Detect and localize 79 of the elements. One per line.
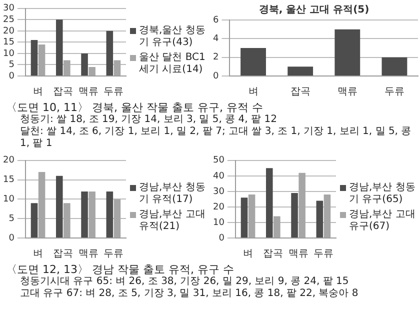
text: 청동기시대 유구 65: 벼 26, 조 38, 기장 26, 밀 29, 보리 9, 콩 24, 팥 15 <box>19 276 350 288</box>
x-tick-label: 두류 <box>313 248 334 260</box>
bar <box>274 216 280 238</box>
y-tick-label: 2 <box>212 52 219 63</box>
y-tick-label: 0 <box>8 71 15 82</box>
bar <box>56 20 63 76</box>
bar <box>64 203 70 238</box>
y-tick-label: 40 <box>213 171 225 182</box>
x-tick-label: 벼 <box>33 248 44 260</box>
bar <box>88 66 96 76</box>
y-tick-label: 15 <box>3 175 14 186</box>
y-tick-label: 20 <box>3 26 15 36</box>
text: 고대 유구 67: 벼 28, 조 5, 기장 3, 밀 31, 보리 16, 콩 18, 팥 22, 복숭아 8 <box>19 288 360 300</box>
x-tick-label: 벼 <box>33 86 44 98</box>
text: 〈도면 12, 13〉 경남 작물 출토 유적, 유구 수 <box>6 263 235 276</box>
bar <box>81 53 88 76</box>
bar <box>64 60 70 76</box>
x-tick-label: 잡곡 <box>53 86 74 98</box>
bar <box>38 44 46 76</box>
legend-label: 경남,부산 고대 유적(21) <box>139 208 206 232</box>
y-tick-label: 4 <box>212 34 219 44</box>
x-tick-label: 잡곡 <box>290 86 310 98</box>
bar <box>382 57 408 76</box>
text: 청동기: 쌀 18, 조 19, 기장 14, 보리 3, 밀 5, 콩 4, 팥 12 <box>19 114 278 126</box>
bar <box>88 191 96 238</box>
bar <box>334 29 360 76</box>
bar <box>240 198 248 238</box>
y-tick-label: 15 <box>3 38 14 48</box>
bar <box>266 168 273 238</box>
y-tick-label: 6 <box>212 15 219 26</box>
bar <box>298 172 306 238</box>
legend-label: 울산 달천 BC1세기 시료(14) <box>139 52 206 76</box>
x-tick-label: 두류 <box>103 248 124 260</box>
x-tick-label: 맥류 <box>78 248 98 260</box>
y-tick-label: 20 <box>3 156 15 166</box>
bar <box>240 48 266 76</box>
bar <box>288 66 314 76</box>
text: 달천: 쌀 14, 조 6, 기장 1, 보리 1, 밀 2, 팥 7; 고대 쌀 3, 조 1, 기장 1, 보리 1, 밀 5, 콩 1, 팥 1 <box>19 126 412 150</box>
legend-label: 경남,부산 청동기 유적(17) <box>139 182 206 206</box>
bar <box>106 191 114 238</box>
bar <box>38 172 46 238</box>
x-tick-label: 맥류 <box>337 86 358 98</box>
y-tick-label: 5 <box>8 214 14 224</box>
chart-title: 경북, 울산 고대 유적(5) <box>258 4 370 16</box>
x-tick-label: 맥류 <box>78 86 98 98</box>
bar <box>114 199 121 238</box>
y-tick-label: 25 <box>3 15 14 26</box>
text: 〈도면 10, 11〉 경북, 울산 작물 출토 유구, 유적 수 <box>6 101 264 114</box>
legend-label: 경북,울산 청동기 유구(43) <box>139 24 206 48</box>
y-tick-label: 5 <box>8 60 14 70</box>
x-tick-label: 잡곡 <box>263 248 284 260</box>
x-tick-label: 잡곡 <box>53 248 74 260</box>
bar <box>324 194 331 238</box>
bar <box>30 203 38 238</box>
y-tick-label: 0 <box>218 233 225 244</box>
y-tick-label: 10 <box>213 218 225 228</box>
y-tick-label: 30 <box>213 186 225 197</box>
bar <box>56 176 63 238</box>
bar <box>291 192 298 238</box>
y-tick-label: 10 <box>3 194 15 205</box>
bar <box>316 200 324 238</box>
x-tick-label: 두류 <box>103 86 124 98</box>
y-tick-label: 10 <box>3 48 15 59</box>
bar <box>106 30 114 76</box>
y-tick-label: 30 <box>3 4 15 14</box>
legend-label: 경남,부산 청동기 유구(65) <box>349 182 416 206</box>
x-tick-label: 두류 <box>384 86 404 98</box>
bar <box>114 60 121 76</box>
legend-label: 경남,부산 고대 유구(67) <box>349 208 416 232</box>
bar <box>248 194 256 238</box>
y-tick-label: 20 <box>213 202 225 212</box>
y-tick-label: 0 <box>8 233 15 244</box>
y-tick-label: 0 <box>212 71 219 82</box>
bar <box>30 40 38 76</box>
x-tick-label: 맥류 <box>288 248 308 260</box>
x-tick-label: 벼 <box>248 86 258 98</box>
bar <box>81 191 88 238</box>
x-tick-label: 벼 <box>243 248 254 260</box>
y-tick-label: 50 <box>213 156 225 166</box>
